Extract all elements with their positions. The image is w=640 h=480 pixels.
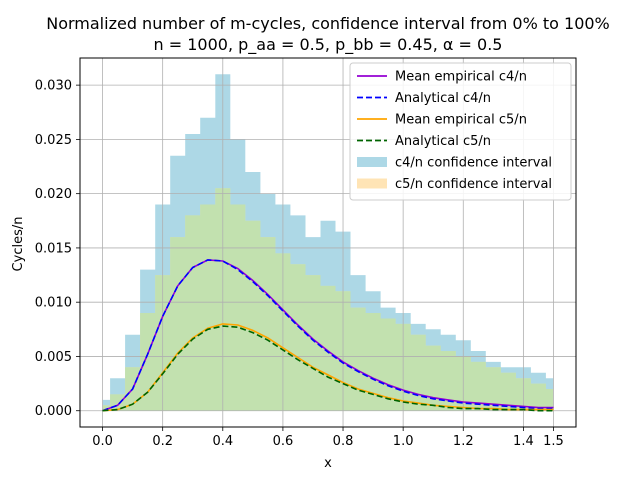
- y-tick-label: 0.010: [35, 296, 72, 311]
- legend-label: Mean empirical c5/n: [395, 113, 527, 128]
- x-tick-label: 0.2: [152, 434, 173, 449]
- legend-swatch: [357, 178, 387, 189]
- x-tick-label: 0.6: [273, 434, 294, 449]
- x-tick-label: 0.8: [333, 434, 354, 449]
- x-axis: 0.0 0.2 0.4 0.6 0.8 1.0 1.2 1.4 1.5: [92, 427, 564, 449]
- y-axis: 0.000 0.005 0.010 0.015 0.020 0.025 0.030: [35, 79, 80, 419]
- y-tick-label: 0.025: [35, 133, 72, 148]
- legend-label: Mean empirical c4/n: [395, 70, 527, 85]
- legend-label: c5/n confidence interval: [395, 177, 552, 192]
- y-tick-label: 0.000: [35, 404, 72, 419]
- x-axis-label: x: [324, 456, 332, 471]
- x-tick-label: 1.2: [453, 434, 474, 449]
- series-lines: [102, 259, 554, 412]
- legend-label: Analytical c4/n: [395, 91, 491, 106]
- chart-title-group: Normalized number of m-cycles, confidenc…: [46, 14, 610, 55]
- x-tick-label: 1.4: [513, 434, 534, 449]
- band-overlap: [102, 188, 554, 411]
- legend-swatch: [357, 157, 387, 167]
- y-tick-label: 0.005: [35, 350, 72, 365]
- y-axis-label: Cycles/n: [11, 217, 26, 272]
- mean-c4-line: [102, 259, 554, 412]
- x-tick-label: 1.5: [543, 434, 564, 449]
- analytical-c4-line: [102, 259, 554, 412]
- analytical-c5-line: [102, 325, 554, 412]
- y-tick-label: 0.030: [35, 79, 72, 94]
- x-tick-label: 0.0: [92, 434, 113, 449]
- y-tick-label: 0.015: [35, 241, 72, 256]
- legend: Mean empirical c4/n Analytical c4/n Mean e…: [349, 62, 572, 201]
- chart-subtitle: n = 1000, p_aa = 0.5, p_bb = 0.45, α = 0…: [154, 35, 503, 55]
- legend-label: c4/n confidence interval: [395, 156, 552, 171]
- x-tick-label: 1.0: [393, 434, 414, 449]
- plot-frame: [79, 57, 577, 428]
- y-tick-label: 0.020: [35, 187, 72, 202]
- x-tick-label: 0.4: [212, 434, 233, 449]
- legend-label: Analytical c5/n: [395, 134, 491, 149]
- legend-box: [349, 62, 572, 201]
- chart-title: Normalized number of m-cycles, confidenc…: [46, 14, 610, 33]
